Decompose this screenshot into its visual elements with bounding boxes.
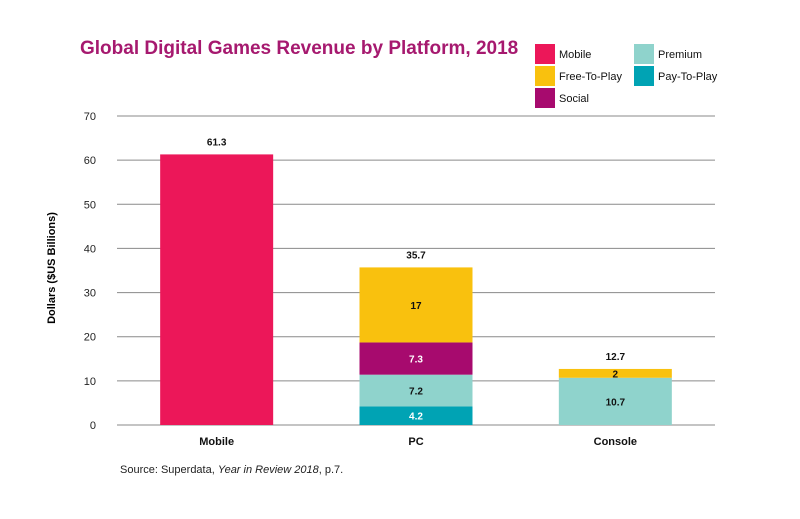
chart-title: Global Digital Games Revenue by Platform…	[80, 38, 519, 59]
data-label: 7.2	[409, 387, 423, 398]
y-tick-label: 0	[90, 420, 96, 432]
legend-label: Free-To-Play	[559, 71, 622, 83]
bar-segment	[359, 406, 473, 425]
x-tick-label: PC	[408, 436, 423, 448]
x-axis-ticks: Mobile PC Console	[199, 436, 637, 448]
bar-segment	[558, 368, 672, 378]
source-note: Source: Superdata, Year in Review 2018, …	[120, 464, 343, 476]
data-label: 4.2	[409, 412, 423, 423]
legend-swatch	[634, 66, 654, 86]
legend-label: Pay-To-Play	[658, 71, 718, 83]
legend: Mobile Premium Free-To-Play Pay-To-Play Soci…	[535, 44, 718, 108]
y-tick-label: 70	[84, 111, 96, 123]
legend-label: Mobile	[559, 49, 591, 61]
data-label: 2	[613, 369, 619, 380]
total-label: 35.7	[406, 250, 426, 261]
y-tick-label: 50	[84, 199, 96, 211]
total-label: 61.3	[207, 137, 227, 148]
bar-segment	[359, 342, 473, 375]
y-tick-label: 20	[84, 332, 96, 344]
total-label: 12.7	[606, 352, 626, 363]
y-tick-label: 10	[84, 376, 96, 388]
legend-swatch	[535, 44, 555, 64]
bar-segment	[558, 377, 672, 425]
x-tick-label: Console	[594, 436, 637, 448]
y-tick-label: 30	[84, 288, 96, 300]
y-axis-ticks: 0 10 20 30 40 50 60 70	[84, 111, 96, 432]
legend-swatch	[535, 88, 555, 108]
y-tick-label: 40	[84, 243, 96, 255]
source-title: Year in Review 2018	[217, 464, 319, 476]
data-label: 7.3	[409, 355, 423, 366]
bar-segment	[359, 267, 473, 343]
legend-swatch	[634, 44, 654, 64]
bars: 61.3 4.2 7.2 7.3 17 35.7 10.7 2 12.7	[160, 137, 672, 425]
data-label: 10.7	[606, 397, 626, 408]
source-suffix: , p.7.	[318, 464, 344, 476]
y-axis-label: Dollars ($US Billions)	[46, 212, 58, 324]
legend-label: Social	[559, 93, 589, 105]
bar-segment	[359, 374, 473, 407]
source-prefix: Source: Superdata,	[120, 464, 218, 476]
legend-swatch	[535, 66, 555, 86]
x-tick-label: Mobile	[199, 436, 234, 448]
y-tick-label: 60	[84, 155, 96, 167]
bar-segment	[160, 154, 274, 425]
data-label: 17	[410, 301, 422, 312]
legend-label: Premium	[658, 49, 702, 61]
